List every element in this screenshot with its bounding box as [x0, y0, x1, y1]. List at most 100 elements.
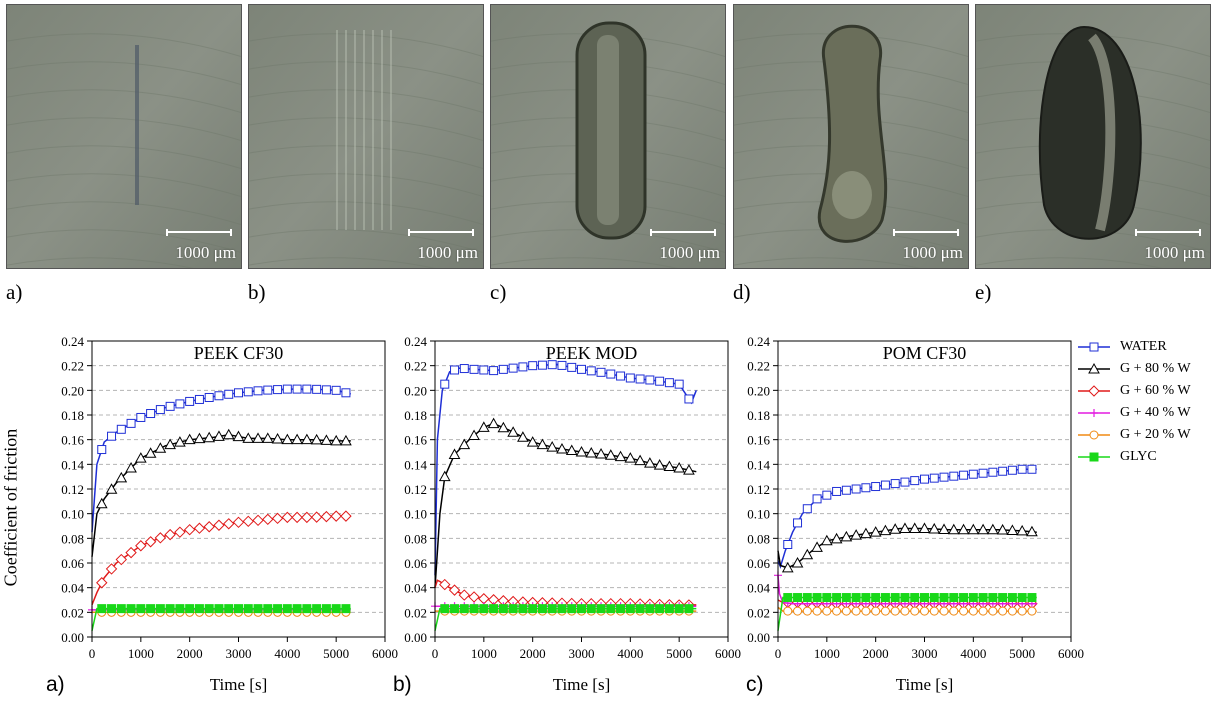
- legend-swatch-glyc: [1078, 452, 1110, 462]
- data-point: [193, 432, 206, 444]
- data-point: [97, 604, 107, 614]
- data-point: [440, 604, 450, 614]
- legend-item: WATER: [1076, 336, 1216, 358]
- data-point: [469, 364, 479, 374]
- data-point: [320, 434, 333, 445]
- photo-letter-a: a): [6, 280, 23, 304]
- data-point: [340, 510, 352, 522]
- legend-item: G + 80 % W: [1076, 358, 1216, 380]
- wear-highlight: [832, 171, 872, 219]
- data-point: [674, 604, 684, 614]
- data-point: [487, 417, 500, 429]
- data-point: [282, 384, 292, 394]
- data-point: [910, 593, 920, 603]
- data-point: [312, 384, 322, 394]
- legend-marker: [1089, 430, 1099, 440]
- data-point: [262, 513, 274, 526]
- data-point: [174, 526, 186, 538]
- data-point: [616, 604, 626, 614]
- data-point: [604, 449, 617, 460]
- data-point: [242, 432, 255, 443]
- legend-swatch-g40: [1078, 409, 1110, 417]
- data-point: [224, 604, 234, 614]
- data-point: [832, 486, 842, 496]
- data-point: [890, 593, 900, 603]
- data-point: [450, 365, 460, 375]
- data-point: [1017, 464, 1027, 474]
- y-tick-label: 0.04: [747, 581, 770, 596]
- data-point: [889, 523, 902, 534]
- data-point: [880, 606, 890, 616]
- data-point: [822, 606, 832, 616]
- data-point: [185, 396, 195, 406]
- data-point: [577, 604, 586, 614]
- chart-panel-c: 0.00 0.02 0.04 0.06 0.08 0.10 0.12 0.14 0.16 0.18…: [747, 334, 1084, 694]
- scale-label: 1000 μm: [175, 243, 236, 262]
- x-axis-label: Time [s]: [553, 675, 610, 694]
- legend-label: G + 60 % W: [1120, 383, 1191, 398]
- scale-label: 1000 μm: [902, 243, 963, 262]
- data-point: [851, 593, 861, 603]
- data-point: [998, 466, 1008, 476]
- data-point: [928, 522, 941, 534]
- data-point: [987, 523, 999, 535]
- y-tick-label: 0.02: [747, 605, 770, 620]
- data-point: [537, 360, 547, 370]
- data-point: [459, 364, 469, 374]
- micrograph-drawing: [734, 5, 968, 268]
- data-point: [968, 606, 978, 616]
- data-point: [567, 604, 577, 614]
- data-point: [536, 438, 549, 450]
- data-point: [144, 447, 157, 458]
- y-tick-label: 0.12: [61, 482, 84, 497]
- data-point: [841, 606, 851, 616]
- data-point: [1006, 524, 1019, 535]
- data-point: [586, 366, 596, 376]
- data-point: [1017, 606, 1027, 616]
- data-point: [498, 364, 508, 374]
- data-point: [341, 604, 351, 614]
- data-point: [644, 457, 656, 468]
- y-tick-label: 0.10: [747, 507, 770, 522]
- data-point: [674, 379, 684, 389]
- data-point: [832, 593, 842, 603]
- wear-scar-image: [734, 5, 968, 268]
- data-point: [840, 530, 853, 542]
- data-point: [95, 497, 108, 509]
- data-point: [183, 523, 196, 536]
- data-point: [663, 460, 676, 472]
- chart-panel-a: 0.00 0.02 0.04 0.06 0.08 0.10 0.12 0.14 0.16 0.18…: [61, 334, 398, 694]
- data-point: [616, 371, 626, 381]
- x-tick-label: 6000: [372, 646, 398, 661]
- data-point: [860, 527, 872, 539]
- scale-label: 1000 μm: [1144, 243, 1205, 262]
- data-point: [234, 604, 243, 614]
- wear-scar: [135, 45, 139, 205]
- data-point: [213, 519, 225, 531]
- data-point: [185, 604, 195, 614]
- y-tick-label: 0.24: [404, 334, 427, 349]
- legend-marker: [1088, 385, 1100, 397]
- y-tick-label: 0.06: [61, 556, 84, 571]
- y-tick-label: 0.24: [61, 334, 84, 349]
- data-point: [281, 433, 294, 445]
- y-tick-label: 0.10: [404, 507, 427, 522]
- data-point: [841, 593, 851, 603]
- data-point: [655, 376, 665, 386]
- data-point: [146, 604, 156, 614]
- data-point: [477, 421, 490, 432]
- y-tick-label: 0.16: [61, 433, 84, 448]
- data-point: [861, 483, 871, 493]
- data-point: [107, 431, 117, 441]
- surface-texture: [249, 89, 483, 114]
- x-tick-label: 3000: [226, 646, 252, 661]
- scale-bar: [166, 229, 232, 236]
- data-point: [791, 556, 804, 568]
- data-point: [126, 418, 136, 428]
- chart-panel-b: 0.00 0.02 0.04 0.06 0.08 0.10 0.12 0.14 0.16 0.18…: [404, 334, 741, 694]
- wear-scar-image: [7, 5, 241, 268]
- data-point: [1016, 524, 1029, 536]
- x-axis-label: Time [s]: [896, 675, 953, 694]
- data-point: [899, 522, 911, 533]
- photo-c: 1000 μm: [490, 4, 726, 269]
